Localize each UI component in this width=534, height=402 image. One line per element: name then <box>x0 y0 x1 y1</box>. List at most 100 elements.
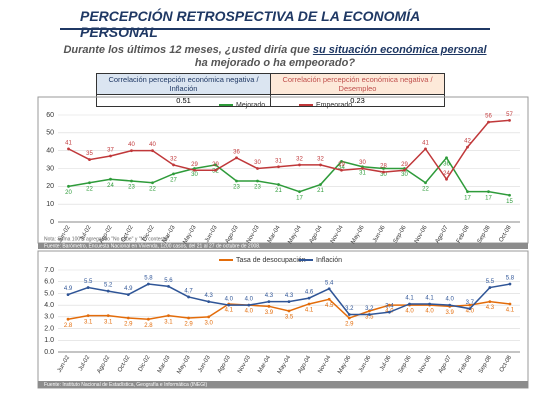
data-label: 29 <box>191 162 198 168</box>
x-tick-label: Nov-06 <box>418 354 433 374</box>
x-tick-label: Ago-04 <box>297 354 312 374</box>
page-title: PERCEPCIÓN RETROSPECTIVA DE LA ECONOMÍA … <box>60 8 490 40</box>
data-label: 3.1 <box>84 319 93 325</box>
data-label: 4.0 <box>446 297 455 303</box>
point <box>468 303 472 307</box>
point <box>126 316 130 320</box>
subtitle: Durante los últimos 12 meses, ¿usted dir… <box>60 44 490 70</box>
point <box>172 163 175 167</box>
data-label: 3.2 <box>345 306 354 312</box>
data-label: 3.1 <box>104 319 113 325</box>
data-label: 3.1 <box>164 319 173 325</box>
legend-label: Tasa de desocupación <box>236 257 306 264</box>
point <box>256 167 259 170</box>
y-tick-label: 60 <box>46 112 54 119</box>
x-tick-label: Ago-03 <box>217 354 232 374</box>
point <box>508 302 512 306</box>
point <box>287 300 291 304</box>
data-label: 4.1 <box>425 296 434 302</box>
x-tick-label: Oct-08 <box>498 224 513 243</box>
point <box>207 300 211 304</box>
source: Fuente: Barómetro, Encuesta Nacional en … <box>44 243 260 249</box>
data-label: 3.5 <box>285 315 294 321</box>
point <box>487 190 490 194</box>
data-label: 4.1 <box>225 308 234 314</box>
x-tick-label: May-06 <box>350 224 366 245</box>
data-label: 4.1 <box>305 308 314 314</box>
point <box>319 183 322 186</box>
data-label: 4.9 <box>64 286 73 292</box>
point <box>445 177 448 181</box>
data-label: 4.0 <box>245 297 254 303</box>
x-tick-label: Feb-08 <box>456 224 471 244</box>
point <box>424 147 427 151</box>
data-label: 56 <box>485 114 492 120</box>
point <box>327 297 331 301</box>
point <box>466 145 469 149</box>
data-label: 4.1 <box>405 296 414 302</box>
x-tick-label: Sep-08 <box>478 354 493 374</box>
data-label: 30 <box>401 172 408 178</box>
data-label: 4.1 <box>506 308 515 314</box>
point <box>508 282 512 286</box>
x-tick-label: Oct-08 <box>499 354 514 373</box>
data-label: 35 <box>86 151 93 157</box>
point <box>146 317 150 321</box>
subtitle-text: ha mejorado o ha empeorado? <box>194 57 356 69</box>
data-label: 29 <box>401 162 408 168</box>
data-label: 22 <box>86 186 93 192</box>
point <box>235 156 238 160</box>
data-label: 5.4 <box>325 280 334 286</box>
point <box>327 287 331 291</box>
point <box>508 118 511 122</box>
data-label: 4.7 <box>184 289 193 295</box>
point <box>367 309 371 313</box>
point <box>86 286 90 289</box>
data-label: 5.2 <box>104 283 113 289</box>
point <box>86 314 90 318</box>
point <box>277 183 280 186</box>
point <box>488 300 492 304</box>
x-tick-label: May-04 <box>287 224 303 245</box>
point <box>126 293 130 296</box>
y-tick-label: 40 <box>46 148 54 155</box>
data-label: 3.5 <box>365 315 374 321</box>
point <box>167 314 170 318</box>
point <box>151 181 154 185</box>
point <box>298 190 301 194</box>
data-label: 21 <box>317 188 324 194</box>
y-tick-label: 4.0 <box>44 302 54 309</box>
point <box>487 120 490 124</box>
data-label: 30 <box>254 160 261 166</box>
y-tick-label: 1.0 <box>44 337 54 344</box>
data-label: 4.0 <box>245 309 254 315</box>
source-bar <box>38 381 528 388</box>
data-label: 4.9 <box>124 286 133 292</box>
x-tick-label: Jun-03 <box>204 224 219 243</box>
x-tick-label: Mar-04 <box>257 354 272 374</box>
data-label: 2.8 <box>64 323 73 329</box>
x-tick-label: Jun-06 <box>358 354 373 373</box>
data-label: 22 <box>422 186 429 192</box>
point <box>448 303 452 307</box>
point <box>298 163 301 167</box>
data-label: 2.9 <box>184 322 193 328</box>
data-label: 34 <box>338 165 345 171</box>
data-label: 36 <box>443 161 450 167</box>
point <box>146 282 150 286</box>
data-label: 37 <box>107 148 114 154</box>
subtitle-highlight: su situación económica personal <box>312 44 487 56</box>
x-tick-label: Jul-02 <box>78 354 92 372</box>
point <box>67 147 70 151</box>
point <box>488 286 492 289</box>
data-label: 5.8 <box>506 276 515 282</box>
point <box>88 181 91 185</box>
point <box>193 168 196 172</box>
point <box>340 159 343 163</box>
data-label: 4.0 <box>425 309 434 315</box>
point <box>109 154 112 158</box>
point <box>466 190 469 194</box>
series-line <box>68 119 510 181</box>
data-label: 2.9 <box>345 322 354 328</box>
data-label: 23 <box>128 185 135 191</box>
